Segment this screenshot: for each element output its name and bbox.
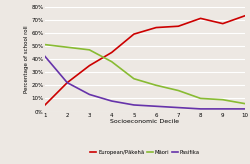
- Line: Māori: Māori: [45, 45, 245, 104]
- Māori: [154, 84, 158, 86]
- Pasifika: [44, 55, 46, 57]
- European/Pākehā: [88, 65, 91, 67]
- European/Pākehā: [199, 17, 202, 19]
- Māori: [244, 103, 246, 105]
- Māori: [110, 61, 113, 63]
- Y-axis label: Percentage of school roll: Percentage of school roll: [24, 25, 29, 93]
- Māori: [44, 44, 46, 46]
- European/Pākehā: [132, 33, 136, 35]
- European/Pākehā: [221, 23, 224, 25]
- Pasifika: [132, 104, 136, 106]
- Line: Pasifika: Pasifika: [45, 56, 245, 109]
- Māori: [199, 97, 202, 99]
- Pasifika: [66, 82, 69, 84]
- Pasifika: [177, 107, 180, 109]
- Pasifika: [221, 108, 224, 110]
- Māori: [66, 46, 69, 48]
- European/Pākehā: [66, 82, 69, 84]
- European/Pākehā: [244, 15, 246, 17]
- X-axis label: Socioeconomic Decile: Socioeconomic Decile: [110, 119, 180, 124]
- European/Pākehā: [44, 104, 46, 106]
- Pasifika: [110, 100, 113, 102]
- Pasifika: [199, 108, 202, 110]
- Māori: [177, 90, 180, 92]
- Māori: [88, 49, 91, 51]
- Pasifika: [154, 105, 158, 107]
- Pasifika: [244, 108, 246, 110]
- European/Pākehā: [177, 25, 180, 27]
- Legend: European/Pākehā, Māori, Pasifika: European/Pākehā, Māori, Pasifika: [88, 148, 202, 157]
- Māori: [221, 99, 224, 101]
- Pasifika: [88, 93, 91, 95]
- Māori: [132, 78, 136, 80]
- Line: European/Pākehā: European/Pākehā: [45, 16, 245, 105]
- European/Pākehā: [110, 51, 113, 53]
- European/Pākehā: [154, 27, 158, 29]
